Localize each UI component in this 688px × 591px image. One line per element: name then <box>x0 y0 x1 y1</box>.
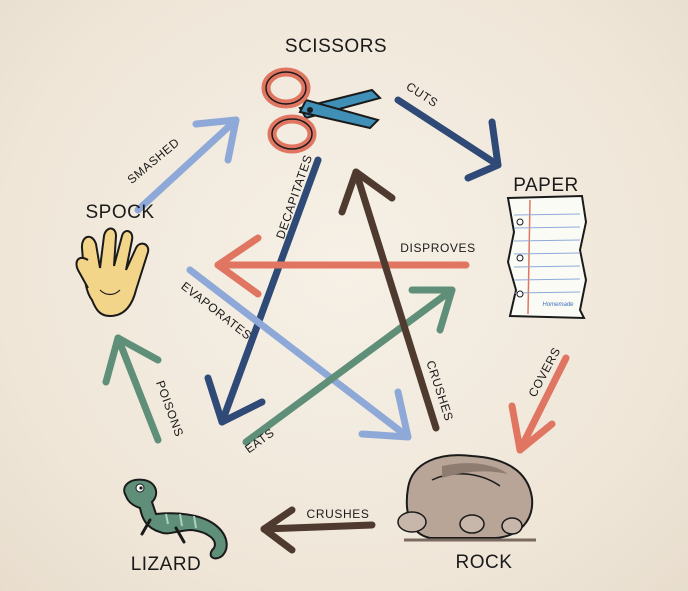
node-label-spock: SPOCK <box>85 202 154 223</box>
scissors-icon <box>261 67 382 154</box>
arrow-paper-rock <box>508 354 570 454</box>
arrow-paper-spock <box>214 234 470 298</box>
rock-icon <box>397 454 536 542</box>
arrow-rock-lizard <box>260 506 376 554</box>
edge-label-poisons: POISONS <box>153 379 186 439</box>
arrow-lizard-spock <box>102 334 162 444</box>
node-label-paper: PAPER <box>513 175 579 196</box>
node-label-lizard: LIZARD <box>131 554 202 575</box>
paper-signature: Homemade <box>542 302 574 308</box>
arrow-scissors-lizard <box>204 156 322 426</box>
node-label-rock: ROCK <box>456 552 513 573</box>
edge-label-crushes-rock-lizard: CRUSHES <box>307 507 370 521</box>
spock-hand-icon <box>75 227 150 318</box>
arrow-spock-rock <box>186 266 412 441</box>
arrow-lizard-paper <box>242 286 456 446</box>
arrow-spock-scissors <box>134 116 240 214</box>
arrow-scissors-paper <box>394 96 502 182</box>
edge-label-disproves: DISPROVES <box>400 241 475 255</box>
node-label-scissors: SCISSORS <box>285 36 387 57</box>
arrow-rock-scissors <box>338 168 440 432</box>
lizard-icon <box>123 478 228 560</box>
paper-icon: Homemade <box>506 194 588 320</box>
